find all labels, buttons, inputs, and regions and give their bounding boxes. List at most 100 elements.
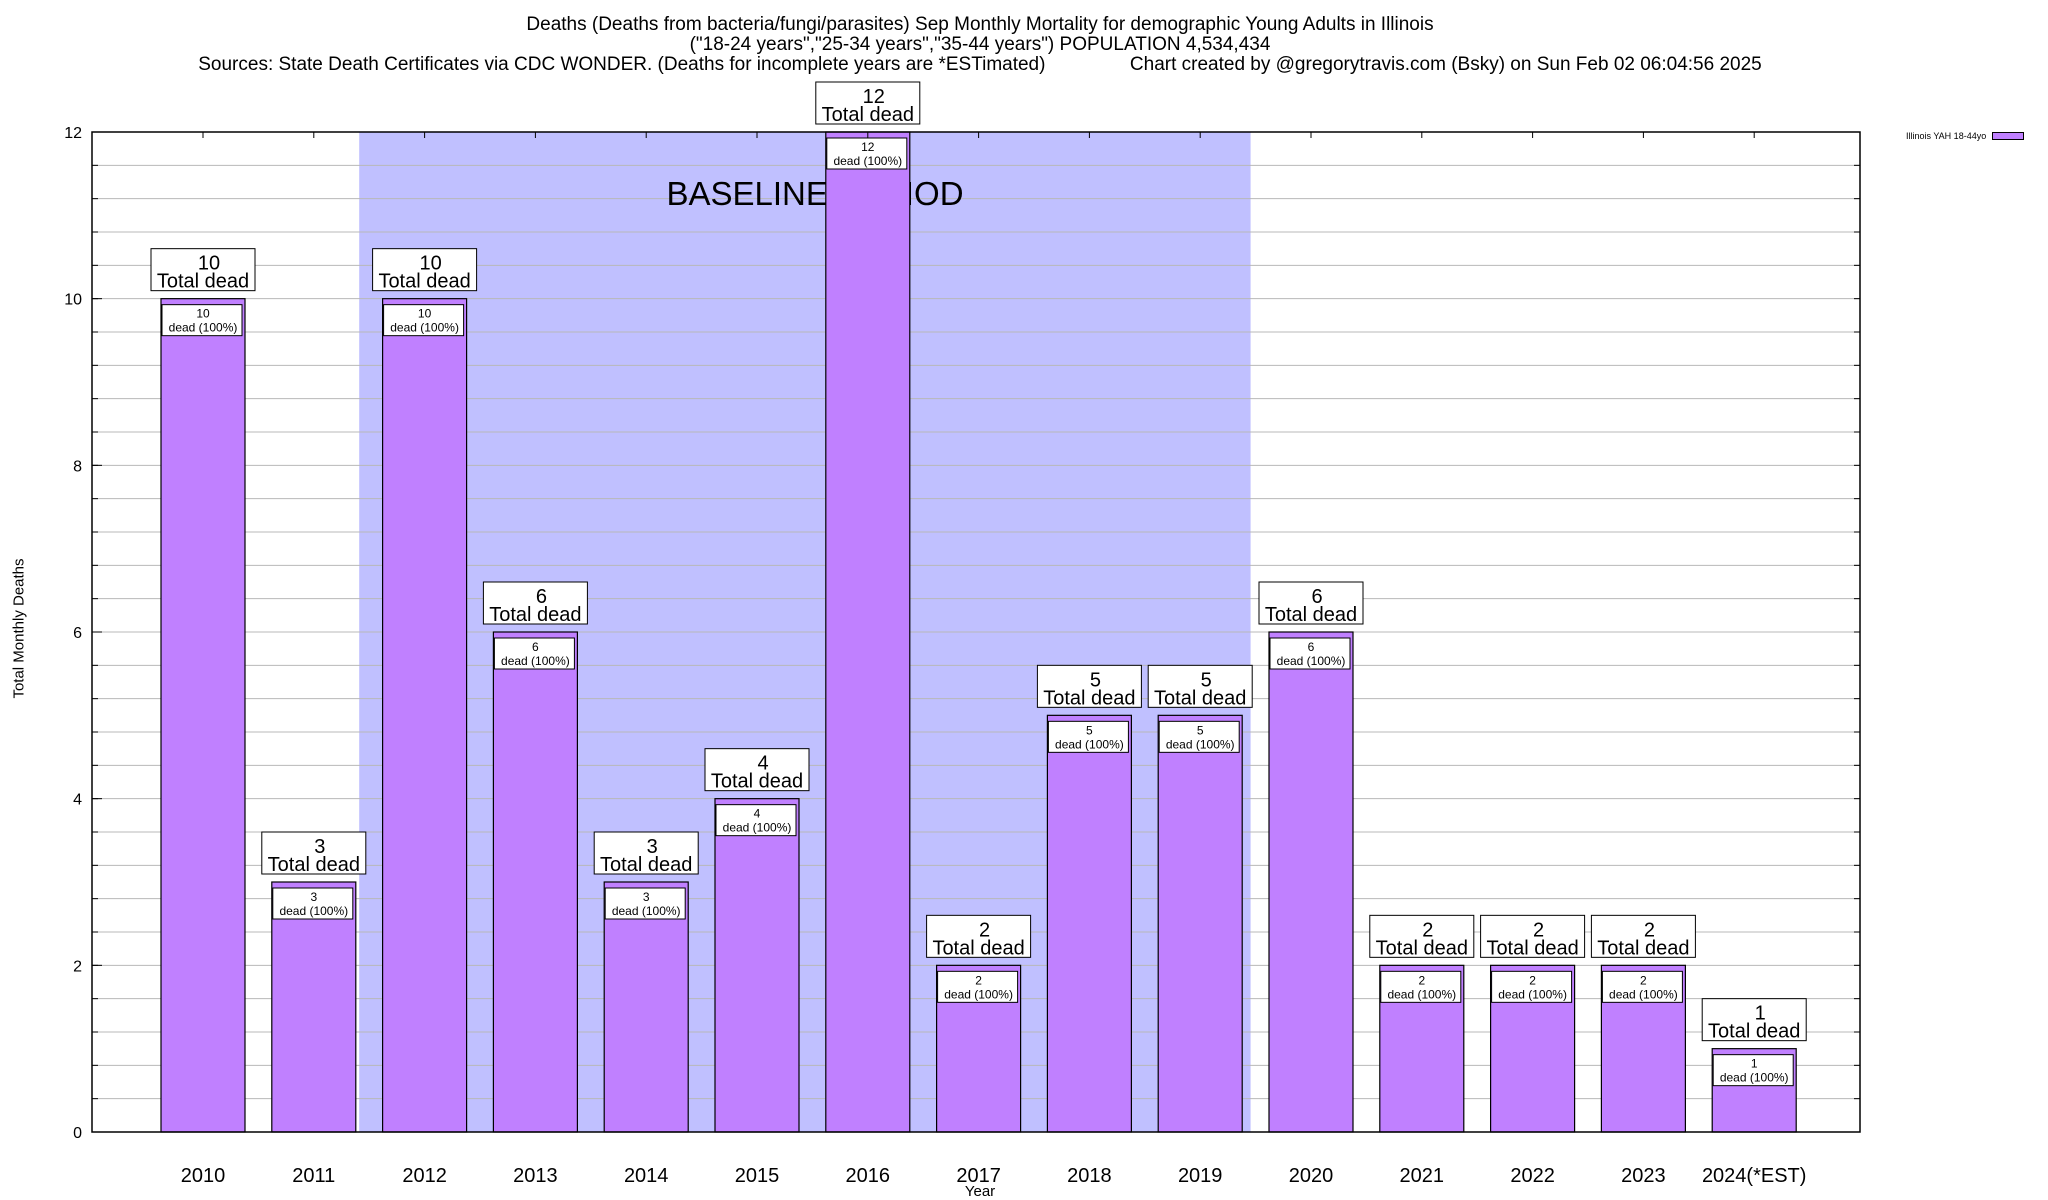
x-tick-label: 2012 [402, 1165, 447, 1187]
bar-total-text-label: Total dead [1265, 604, 1357, 626]
bar-total-value-label: 10 [198, 253, 220, 275]
bar-inner-label-box [1712, 1054, 1794, 1087]
bar-total-value-label: 1 [1755, 1003, 1766, 1025]
x-tick-label: 2010 [181, 1165, 226, 1187]
plot-frame [91, 131, 1861, 1133]
bar-inner-percent-label: dead (100%) [1277, 654, 1346, 668]
bar [492, 631, 578, 1133]
x-tick-label: 2017 [956, 1165, 1001, 1187]
bar-total-text-label: Total dead [268, 854, 360, 876]
bar-inner-label-box [1491, 970, 1573, 1003]
bar-total-label-box [150, 248, 256, 292]
y-tick-label: 10 [64, 292, 82, 309]
bar-total-label-box [372, 248, 478, 292]
bar-inner-value-label: 4 [754, 807, 761, 821]
bar-inner-percent-label: dead (100%) [1609, 987, 1678, 1001]
bar-total-text-label: Total dead [1154, 687, 1246, 709]
bar-total-text-label: Total dead [1486, 937, 1578, 959]
bar-total-label-box [1590, 914, 1696, 958]
bar-inner-percent-label: dead (100%) [1166, 737, 1235, 751]
y-tick-label: 2 [73, 958, 82, 975]
bar-inner-label-box [715, 804, 797, 837]
bar-inner-label-box [161, 304, 243, 337]
bar-total-text-label: Total dead [1708, 1021, 1800, 1043]
y-tick-label: 0 [73, 1125, 82, 1142]
x-tick-label: 2023 [1621, 1165, 1666, 1187]
bar-inner-label-box [1380, 970, 1462, 1003]
bar-inner-label-box [937, 970, 1019, 1003]
bar-total-text-label: Total dead [489, 604, 581, 626]
bar-total-value-label: 6 [1311, 586, 1322, 608]
bar-inner-label-box [1047, 720, 1129, 753]
x-tick-label: 2016 [846, 1165, 891, 1187]
bar [714, 798, 800, 1133]
y-tick-label: 4 [73, 792, 82, 809]
bar-total-text-label: Total dead [378, 271, 470, 293]
bar-total-label-box [704, 748, 810, 792]
x-axis-label: Year [964, 1183, 996, 1200]
bar-inner-percent-label: dead (100%) [390, 321, 459, 335]
bar-total-text-label: Total dead [932, 937, 1024, 959]
legend-swatch [1992, 132, 2025, 140]
bar-inner-percent-label: dead (100%) [612, 904, 681, 918]
bar-inner-label-box [493, 637, 575, 670]
bar [603, 881, 689, 1133]
bar-total-label-box [1036, 664, 1142, 708]
bar-total-label-box [1701, 998, 1807, 1042]
bar-total-value-label: 5 [1090, 669, 1101, 691]
bar-inner-percent-label: dead (100%) [944, 987, 1013, 1001]
bar-inner-value-label: 1 [1751, 1057, 1758, 1071]
bar-total-value-label: 10 [419, 253, 441, 275]
bar-inner-percent-label: dead (100%) [1498, 987, 1567, 1001]
bar-total-text-label: Total dead [157, 271, 249, 293]
bar-inner-percent-label: dead (100%) [1720, 1071, 1789, 1085]
chart-title: Deaths (Deaths from bacteria/fungi/paras… [526, 14, 1434, 35]
bar-total-label-box [1258, 581, 1364, 625]
bar-inner-percent-label: dead (100%) [501, 654, 570, 668]
bar-total-text-label: Total dead [1597, 937, 1689, 959]
bar-inner-label-box [272, 887, 354, 920]
bar [1046, 714, 1133, 1133]
x-tick-label: 2013 [513, 1165, 558, 1187]
bar-total-label-box [482, 581, 588, 625]
y-tick-label: 8 [73, 458, 82, 475]
bar-total-label-box [1147, 664, 1253, 708]
bar-total-label-box [1369, 914, 1475, 958]
bar-total-value-label: 3 [647, 836, 658, 858]
bar-total-text-label: Total dead [822, 104, 914, 126]
bar-inner-value-label: 5 [1197, 723, 1204, 737]
bar-total-value-label: 6 [536, 586, 547, 608]
bar-inner-percent-label: dead (100%) [169, 321, 238, 335]
y-tick-label: 12 [64, 125, 82, 142]
x-tick-label: 2024(*EST) [1702, 1165, 1807, 1187]
bar-total-text-label: Total dead [1376, 937, 1468, 959]
bar-inner-label-box [1158, 720, 1240, 753]
bar-inner-value-label: 5 [1086, 723, 1093, 737]
bar-inner-label-box [604, 887, 686, 920]
bar-inner-percent-label: dead (100%) [833, 154, 902, 168]
chart-subtitle: ("18-24 years","25-34 years","35-44 year… [689, 34, 1271, 55]
bar-total-label-box [1480, 914, 1586, 958]
y-tick-label: 6 [73, 625, 82, 642]
baseline-period-label: BASELINE PERIOD [666, 175, 963, 212]
bar [1157, 714, 1243, 1133]
bar-inner-value-label: 3 [310, 890, 317, 904]
bar-total-label-box [593, 831, 699, 875]
bar-total-value-label: 12 [863, 86, 885, 108]
bar [1268, 631, 1354, 1133]
x-tick-label: 2019 [1178, 1165, 1223, 1187]
bar-total-value-label: 2 [1422, 919, 1433, 941]
bar-inner-value-label: 10 [196, 307, 210, 321]
bar [382, 298, 468, 1133]
x-tick-label: 2022 [1510, 1165, 1555, 1187]
bar [160, 298, 246, 1133]
bar [271, 881, 357, 1133]
bar-inner-percent-label: dead (100%) [279, 904, 348, 918]
bar-inner-label-box [1269, 637, 1351, 670]
bar-total-value-label: 2 [1644, 919, 1655, 941]
x-tick-label: 2021 [1400, 1165, 1445, 1187]
bar-inner-label-box [1601, 970, 1683, 1003]
bar-inner-value-label: 10 [418, 307, 432, 321]
bar-inner-label-box [826, 137, 908, 170]
